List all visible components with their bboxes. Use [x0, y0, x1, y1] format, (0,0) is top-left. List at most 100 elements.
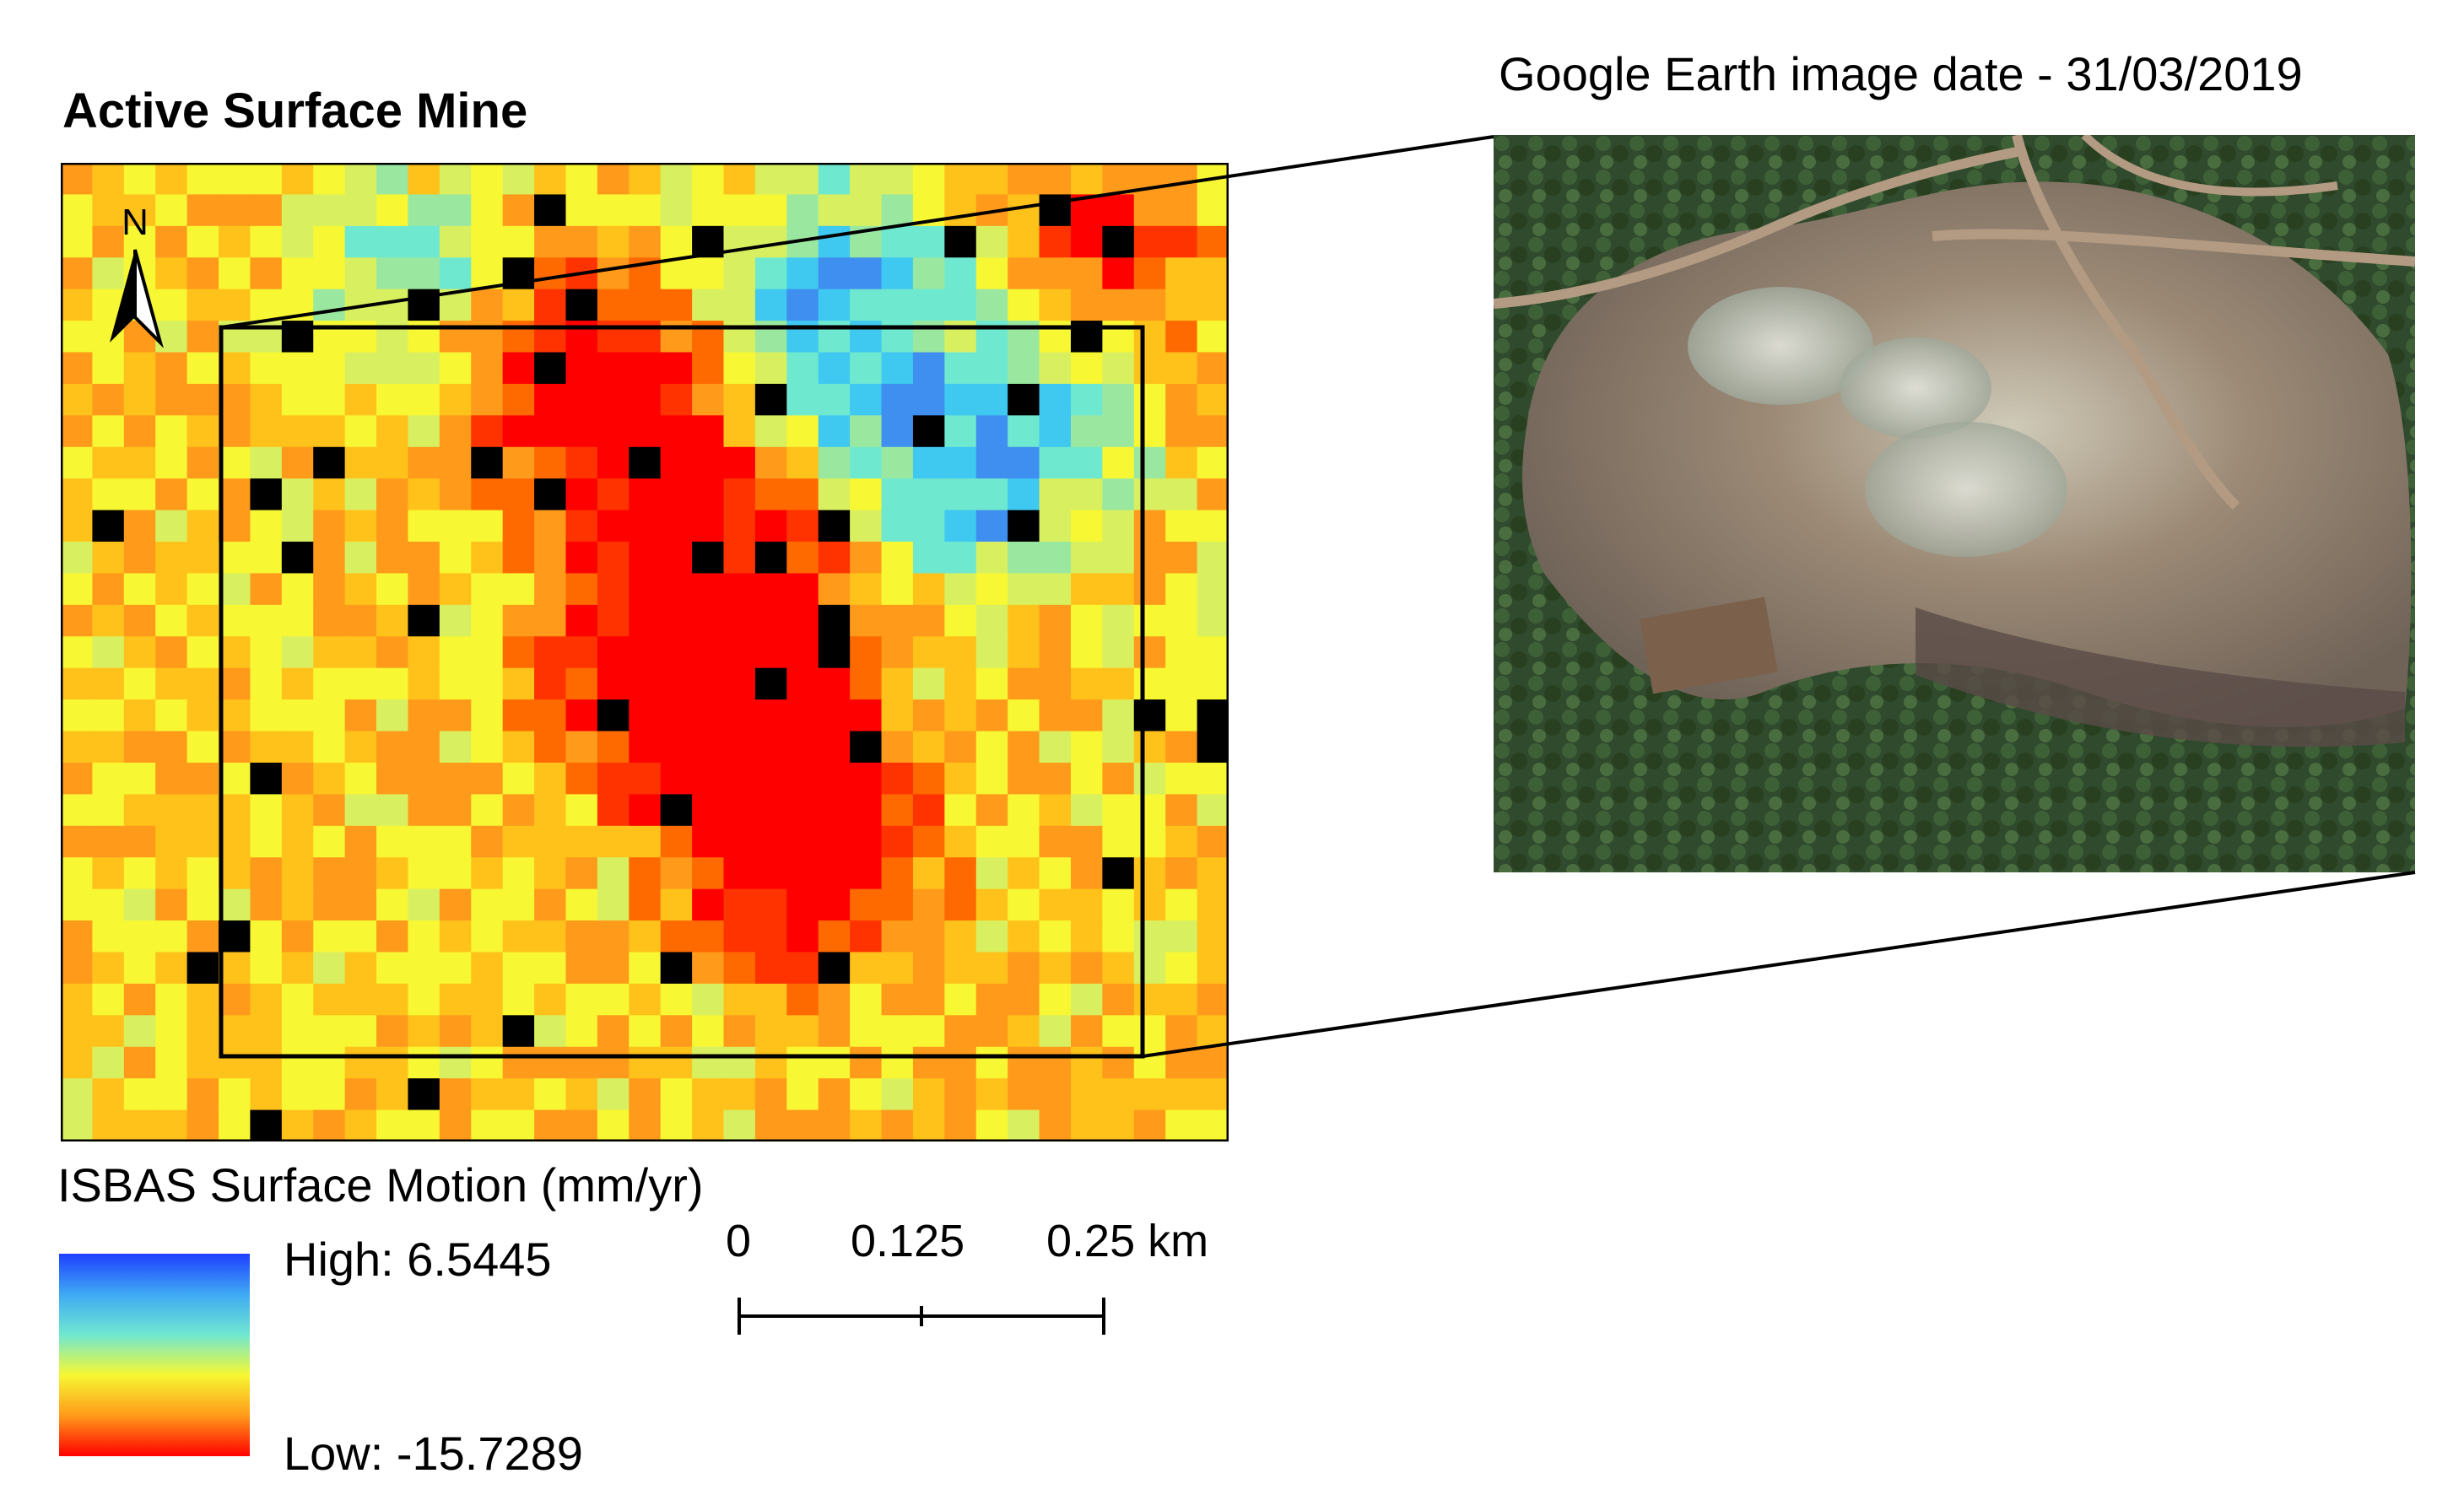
- raster-cell: [250, 1078, 283, 1111]
- raster-cell: [408, 542, 440, 575]
- raster-cell: [155, 636, 188, 669]
- raster-cell: [502, 415, 535, 448]
- raster-cell: [155, 699, 188, 732]
- raster-cell: [439, 857, 472, 890]
- raster-cell: [692, 478, 725, 511]
- raster-cell: [471, 604, 504, 637]
- raster-cell: [344, 699, 377, 732]
- raster-cell: [723, 699, 756, 732]
- raster-cell: [439, 478, 472, 511]
- raster-cell: [1039, 731, 1072, 764]
- raster-cell: [818, 920, 851, 953]
- raster-cell: [786, 1078, 819, 1111]
- raster-cell: [1008, 510, 1040, 542]
- raster-cell: [219, 699, 251, 732]
- raster-cell: [597, 446, 630, 479]
- raster-cell: [1070, 352, 1103, 385]
- raster-cell: [818, 636, 851, 669]
- raster-cell: [692, 1078, 725, 1111]
- raster-cell: [1008, 604, 1040, 637]
- raster-cell: [597, 415, 630, 448]
- raster-cell: [818, 667, 851, 700]
- scale-label-0: 0: [726, 1216, 752, 1266]
- raster-cell: [1008, 983, 1040, 1016]
- raster-cell: [408, 857, 440, 890]
- raster-cell: [219, 1109, 251, 1141]
- raster-cell: [219, 542, 251, 575]
- raster-cell: [502, 604, 535, 637]
- raster-cell: [250, 762, 283, 795]
- raster-cell: [92, 1109, 125, 1141]
- raster-cell: [912, 352, 945, 385]
- raster-cell: [123, 825, 156, 858]
- raster-cell: [754, 542, 787, 575]
- raster-cell: [61, 225, 94, 258]
- raster-cell: [1008, 762, 1040, 795]
- raster-cell: [660, 573, 693, 606]
- raster-cell: [881, 636, 914, 669]
- raster-cell: [660, 794, 693, 827]
- raster-cell: [1197, 321, 1229, 354]
- raster-cell: [818, 699, 851, 732]
- raster-cell: [786, 731, 819, 764]
- raster-cell: [344, 762, 377, 795]
- raster-cell: [186, 321, 219, 354]
- raster-cell: [471, 383, 504, 416]
- raster-cell: [250, 257, 283, 290]
- map-title: Active Surface Mine: [62, 84, 528, 138]
- raster-cell: [754, 225, 787, 258]
- raster-cell: [786, 636, 819, 669]
- raster-cell: [1039, 825, 1072, 858]
- raster-cell: [219, 731, 251, 764]
- raster-cell: [912, 857, 945, 890]
- raster-cell: [754, 573, 787, 606]
- raster-cell: [250, 825, 283, 858]
- raster-cell: [565, 667, 598, 700]
- raster-cell: [565, 163, 598, 196]
- raster-cell: [344, 573, 377, 606]
- raster-cell: [439, 1015, 472, 1048]
- raster-cell: [660, 1015, 693, 1048]
- raster-cell: [786, 478, 819, 511]
- raster-cell: [660, 478, 693, 511]
- raster-cell: [250, 415, 283, 448]
- raster-cell: [565, 952, 598, 985]
- raster-cell: [912, 762, 945, 795]
- raster-cell: [1197, 415, 1229, 448]
- raster-cell: [1197, 478, 1229, 511]
- raster-cell: [1008, 446, 1040, 479]
- raster-cell: [408, 825, 440, 858]
- raster-cell: [1102, 731, 1135, 764]
- raster-cell: [723, 762, 756, 795]
- raster-cell: [975, 1046, 1008, 1079]
- raster-cell: [660, 888, 693, 921]
- raster-cell: [1197, 1015, 1229, 1048]
- raster-cell: [344, 510, 377, 542]
- raster-cell: [155, 920, 188, 953]
- raster-cell: [818, 794, 851, 827]
- raster-cell: [439, 510, 472, 542]
- raster-cell: [1102, 699, 1135, 732]
- raster-cell: [155, 731, 188, 764]
- raster-cell: [92, 510, 125, 542]
- raster-cell: [1165, 415, 1198, 448]
- raster-cell: [61, 857, 94, 890]
- raster-cell: [944, 920, 977, 953]
- raster-cell: [534, 636, 567, 669]
- raster-cell: [1165, 1109, 1198, 1141]
- raster-cell: [376, 667, 409, 700]
- raster-cell: [344, 194, 377, 227]
- raster-cell: [376, 636, 409, 669]
- raster-cell: [408, 1109, 440, 1141]
- raster-cell: [881, 415, 914, 448]
- raster-cell: [219, 636, 251, 669]
- raster-cell: [565, 573, 598, 606]
- raster-cell: [881, 1078, 914, 1111]
- raster-cell: [629, 478, 662, 511]
- raster-cell: [61, 163, 94, 196]
- raster-cell: [534, 888, 567, 921]
- raster-cell: [471, 289, 504, 321]
- raster-cell: [881, 762, 914, 795]
- raster-cell: [692, 731, 725, 764]
- raster-cell: [1133, 257, 1166, 290]
